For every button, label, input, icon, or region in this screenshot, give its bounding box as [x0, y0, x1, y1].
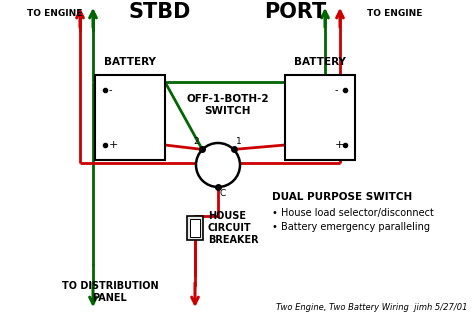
Text: +: + [335, 140, 345, 150]
Bar [285, 75, 355, 160]
Text: Two Engine, Two Battery Wiring  jimh 5/27/01: Two Engine, Two Battery Wiring jimh 5/27… [276, 303, 468, 313]
Text: -: - [335, 85, 338, 95]
Text: BATTERY: BATTERY [104, 57, 156, 67]
Text: +: + [109, 140, 118, 150]
Bar [187, 216, 203, 240]
Text: TO DISTRIBUTION
PANEL: TO DISTRIBUTION PANEL [62, 281, 158, 303]
Text: PORT: PORT [264, 2, 326, 22]
Text: -: - [109, 85, 112, 95]
Text: 2: 2 [194, 137, 200, 146]
Text: STBD: STBD [129, 2, 191, 22]
Text: • House load selector/disconnect: • House load selector/disconnect [272, 208, 434, 218]
Text: OFF-1-BOTH-2
SWITCH: OFF-1-BOTH-2 SWITCH [187, 94, 269, 116]
Text: TO ENGINE: TO ENGINE [27, 9, 82, 19]
Text: BATTERY: BATTERY [294, 57, 346, 67]
Text: • Battery emergency paralleling: • Battery emergency paralleling [272, 222, 430, 232]
Text: HOUSE
CIRCUIT
BREAKER: HOUSE CIRCUIT BREAKER [208, 211, 259, 245]
Circle shape [196, 143, 240, 187]
Text: C: C [220, 189, 226, 198]
Text: TO ENGINE: TO ENGINE [367, 9, 423, 19]
Bar [95, 75, 165, 160]
Bar [190, 219, 200, 237]
Text: 1: 1 [236, 137, 241, 146]
Text: DUAL PURPOSE SWITCH: DUAL PURPOSE SWITCH [272, 192, 412, 202]
